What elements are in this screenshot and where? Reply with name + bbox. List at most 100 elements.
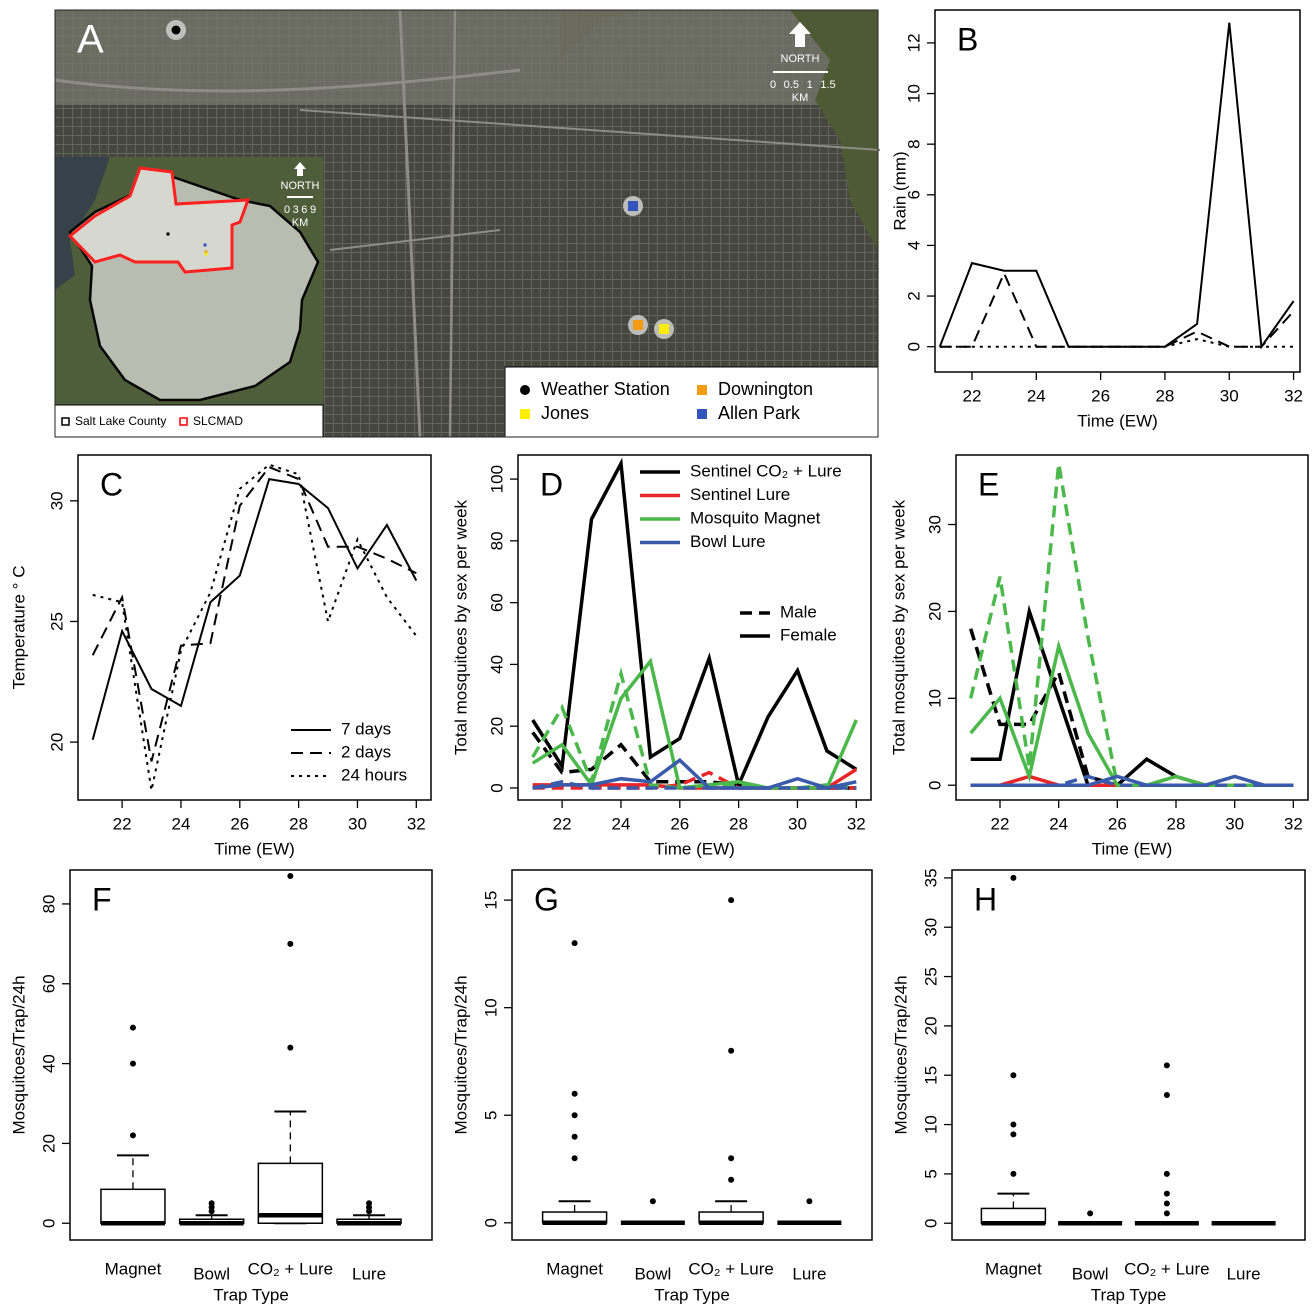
x-tick-label: 22 [553, 814, 572, 833]
legend-label: Jones [541, 403, 589, 423]
outlier [366, 1200, 372, 1206]
y-tick-label: 12 [904, 33, 923, 52]
x-axis-title: Trap Type [1091, 1285, 1167, 1304]
y-tick-label: 20 [47, 733, 66, 752]
x-tick-label: 32 [407, 814, 426, 833]
y-tick-label: 40 [487, 655, 506, 674]
y-tick-label: 15 [921, 1066, 940, 1085]
outlier [1010, 1171, 1016, 1177]
y-tick-label: 25 [921, 967, 940, 986]
outlier [130, 1061, 136, 1067]
y-tick-label: 10 [904, 84, 923, 103]
y-tick-label: 20 [925, 602, 944, 621]
outlier [1164, 1062, 1170, 1068]
y-axis-title: Rain (mm) [890, 151, 909, 230]
y-tick-label: 100 [487, 465, 506, 493]
scale-unit: KM [792, 92, 809, 104]
outlier [650, 1198, 656, 1204]
y-tick-label: 40 [39, 1054, 58, 1073]
y-tick-label: 80 [39, 894, 58, 913]
x-tick-label: Magnet [546, 1259, 603, 1278]
x-axis-title: Time (EW) [654, 839, 735, 858]
x-axis-title: Trap Type [213, 1285, 289, 1304]
x-tick-label: Bowl [1072, 1264, 1109, 1283]
y-tick-label: 5 [481, 1110, 500, 1119]
y-tick-label: 0 [925, 780, 944, 789]
x-tick-label: 26 [670, 814, 689, 833]
inset-site-marker [205, 253, 208, 256]
outlier [287, 1045, 293, 1051]
scale-label: 1.5 [820, 79, 835, 91]
y-axis-title: Temperature ° C [9, 566, 28, 690]
site-marker [633, 320, 643, 330]
y-tick-label: 30 [47, 491, 66, 510]
site-marker [172, 26, 181, 35]
legend-label: Bowl Lure [690, 532, 766, 551]
x-tick-label: CO₂ + Lure [1124, 1259, 1210, 1278]
plot-frame [512, 870, 872, 1240]
y-tick-label: 0 [39, 1219, 58, 1228]
x-tick-label: 26 [230, 814, 249, 833]
panel-label: F [92, 881, 112, 917]
y-tick-label: 10 [925, 689, 944, 708]
y-axis-title: Mosquitoes/Trap/24h [451, 975, 470, 1134]
y-tick-label: 20 [487, 717, 506, 736]
panel-label: D [540, 466, 563, 502]
x-tick-label: 24 [611, 814, 630, 833]
inset-legend-label: SLCMAD [193, 414, 243, 428]
outlier [1164, 1092, 1170, 1098]
box [101, 1189, 165, 1223]
outlier [1010, 1122, 1016, 1128]
outlier [1164, 1200, 1170, 1206]
series-line [940, 339, 1294, 347]
x-tick-label: 28 [1155, 386, 1174, 405]
legend-label: Downington [718, 379, 813, 399]
site-marker [628, 201, 638, 211]
series-line [533, 760, 857, 788]
y-tick-label: 35 [921, 868, 940, 887]
legend-label: Male [780, 602, 817, 621]
y-tick-label: 30 [925, 515, 944, 534]
x-tick-label: 30 [1220, 386, 1239, 405]
panel-label: C [100, 466, 123, 502]
outlier [572, 940, 578, 946]
x-tick-label: 26 [1091, 386, 1110, 405]
y-tick-label: 60 [39, 974, 58, 993]
outlier [209, 1200, 215, 1206]
scale-label: 0.5 [784, 79, 799, 91]
outlier [572, 1155, 578, 1161]
outlier [1164, 1191, 1170, 1197]
inset-scale-label: 3 [293, 204, 299, 216]
x-tick-label: CO₂ + Lure [688, 1259, 774, 1278]
x-axis-title: Time (EW) [1092, 839, 1173, 858]
outlier [728, 1155, 734, 1161]
x-axis-title: Time (EW) [214, 839, 295, 858]
inset-site-marker [204, 244, 207, 247]
panel-label: B [957, 21, 978, 57]
outlier [728, 897, 734, 903]
y-axis-title: Mosquitoes/Trap/24h [891, 975, 910, 1134]
x-tick-label: 24 [1049, 814, 1068, 833]
outlier [728, 1048, 734, 1054]
panel-label: G [534, 881, 559, 917]
x-tick-label: 26 [1108, 814, 1127, 833]
legend-label: Mosquito Magnet [690, 508, 821, 527]
x-tick-label: 28 [289, 814, 308, 833]
y-tick-label: 0 [921, 1218, 940, 1227]
y-tick-label: 25 [47, 612, 66, 631]
legend-label: Female [780, 625, 837, 644]
outlier [1010, 1072, 1016, 1078]
y-axis-title: Total mosquitoes by sex per week [889, 499, 908, 755]
outlier [130, 1132, 136, 1138]
x-tick-label: 32 [1284, 386, 1303, 405]
legend-label: Sentinel Lure [690, 485, 790, 504]
x-tick-label: CO₂ + Lure [248, 1259, 334, 1278]
y-axis-title: Mosquitoes/Trap/24h [9, 975, 28, 1134]
x-tick-label: 24 [1027, 386, 1046, 405]
outlier [728, 1177, 734, 1183]
x-tick-label: 22 [991, 814, 1010, 833]
x-tick-label: 30 [788, 814, 807, 833]
outlier [1010, 875, 1016, 881]
series-line [940, 273, 1294, 346]
x-tick-label: Magnet [985, 1259, 1042, 1278]
